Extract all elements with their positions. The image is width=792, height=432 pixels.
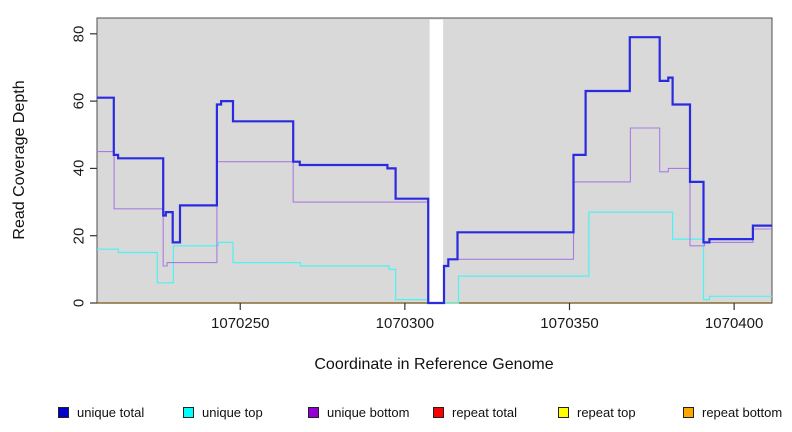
x-axis-tick-label: 1070300	[375, 315, 435, 332]
x-axis-tick-label: 1070400	[704, 315, 764, 332]
no-data-gap	[429, 19, 444, 303]
coverage-plot-svg	[90, 17, 773, 310]
legend-label: repeat top	[577, 404, 636, 420]
series-unique-top	[97, 211, 772, 304]
y-axis-tick-label: 40	[70, 160, 88, 177]
legend-item-repeat-bottom: repeat bottom	[683, 403, 782, 421]
legend-item-unique-top: unique top	[183, 403, 263, 421]
legend-label: unique top	[202, 404, 263, 420]
y-axis-tick-label: 60	[70, 92, 88, 110]
legend-item-unique-bottom: unique bottom	[308, 403, 409, 421]
legend-label: repeat total	[452, 404, 518, 420]
legend-item-repeat-top: repeat top	[558, 403, 636, 421]
legend-swatch-icon	[558, 406, 569, 418]
y-axis-title: Read Coverage Depth	[11, 80, 28, 240]
legend-label: unique bottom	[327, 404, 410, 420]
legend-item-unique-total: unique total	[58, 403, 144, 421]
y-axis-tick-label: 80	[70, 25, 88, 43]
legend-item-repeat-total: repeat total	[433, 403, 517, 421]
legend-swatch-icon	[58, 406, 69, 418]
series-unique-total	[97, 36, 772, 305]
legend-swatch-icon	[433, 406, 444, 418]
x-axis-tick-label: 1070350	[540, 315, 599, 332]
legend-swatch-icon	[183, 406, 194, 418]
legend-label: repeat bottom	[702, 404, 783, 420]
legend-swatch-icon	[308, 406, 319, 418]
y-axis-tick-label: 0	[70, 298, 88, 308]
x-axis-tick-label: 1070250	[211, 315, 270, 332]
legend-label: unique total	[77, 404, 145, 420]
legend-swatch-icon	[683, 406, 694, 418]
x-axis-title: Coordinate in Reference Genome	[314, 356, 554, 373]
y-axis-tick-label: 20	[70, 227, 88, 245]
